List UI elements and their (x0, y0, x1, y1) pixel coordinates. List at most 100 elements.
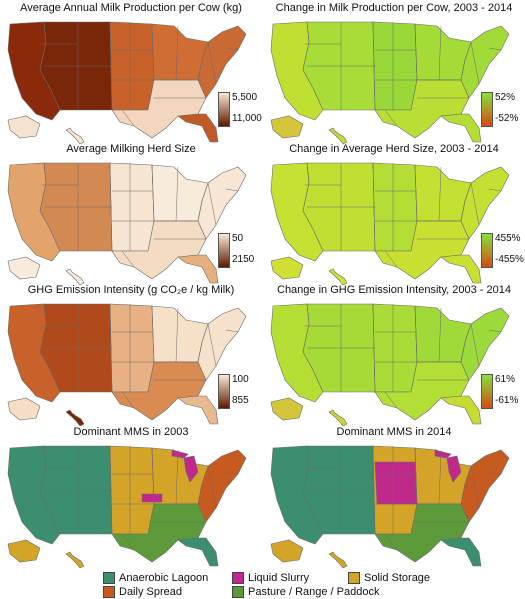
scale-top-label: 100 (232, 374, 249, 385)
state-border (414, 447, 418, 505)
scale-bottom-label: 855 (232, 395, 249, 406)
legend-swatch (232, 572, 244, 584)
region-east (197, 166, 247, 240)
state-border (470, 323, 480, 367)
state-border (207, 182, 217, 226)
state-border (121, 391, 135, 409)
state-border (43, 445, 47, 467)
scale-bottom-label: -61% (495, 395, 519, 406)
legend-label: Pasture / Range / Paddock (248, 586, 380, 598)
state-border (438, 25, 442, 81)
state-border (488, 471, 502, 475)
region-fl (440, 395, 482, 425)
panel-title: Dominant MMS in 2003 (73, 426, 189, 438)
state-border (460, 200, 466, 222)
panel-title: GHG Emission Intensity (g CO₂e / kg Milk… (27, 284, 235, 296)
region-fl (177, 254, 219, 284)
map-panel-mms-2003: Dominant MMS in 2003 (0, 424, 262, 571)
state-border (306, 303, 310, 325)
scale-top-label: 455% (495, 233, 521, 244)
state-border (175, 166, 179, 222)
legend-label: Daily Spread (119, 586, 182, 598)
color-scale-bar (481, 374, 493, 409)
region-east (460, 449, 510, 523)
region-liquid-slurry (434, 449, 452, 459)
state-border (306, 162, 310, 184)
map-panel-ghg-intensity: GHG Emission Intensity (g CO₂e / kg Milk… (0, 282, 262, 429)
region-fl (440, 537, 482, 567)
state-border (197, 59, 203, 81)
map-panel-mms-2014: Dominant MMS in 2014 (263, 424, 525, 571)
region-ak (270, 256, 304, 280)
state-border (121, 533, 135, 551)
state-border (207, 465, 217, 509)
us-map (7, 445, 247, 569)
state-border (414, 23, 418, 81)
state-border (151, 23, 155, 81)
panel-title: Change in Average Herd Size, 2003 - 2014 (289, 143, 499, 155)
state-border (225, 47, 239, 51)
legend-label: Liquid Slurry (248, 572, 310, 584)
region-ak (7, 115, 41, 139)
state-border (460, 483, 466, 505)
mms-legend: Anaerobic Lagoon Liquid Slurry Solid Sto… (0, 570, 525, 599)
us-map (7, 21, 247, 145)
region-fl (440, 254, 482, 284)
state-border (306, 445, 310, 467)
map-panel-change-milk: Change in Milk Production per Cow, 2003 … (263, 0, 525, 147)
state-border (384, 109, 398, 127)
region-fl (440, 113, 482, 143)
scale-top-label: 61% (495, 374, 516, 385)
state-border (384, 533, 398, 551)
region-fl (177, 395, 219, 425)
scale-bottom-label: -52% (495, 113, 519, 124)
state-border (151, 305, 155, 363)
region-liquid-slurry (374, 461, 418, 505)
state-border (121, 109, 135, 127)
region-hi (65, 409, 85, 427)
state-border (414, 305, 418, 363)
state-border (438, 307, 442, 363)
state-border (121, 250, 135, 268)
region-east (460, 25, 510, 99)
legend-item-solid-storage: Solid Storage (348, 572, 430, 584)
region-liquid-slurry (446, 455, 462, 483)
region-east (197, 449, 247, 523)
state-border (197, 341, 203, 363)
state-border (225, 188, 239, 192)
legend-item-pasture: Pasture / Range / Paddock (232, 586, 379, 598)
state-border (384, 391, 398, 409)
state-border (197, 483, 203, 505)
state-border (488, 329, 502, 333)
state-border (470, 41, 480, 85)
legend-swatch (348, 572, 360, 584)
legend-item-liquid-slurry: Liquid Slurry (232, 572, 309, 584)
state-border (470, 182, 480, 226)
region-ak (270, 397, 304, 421)
us-map (270, 445, 510, 569)
state-border (414, 164, 418, 222)
region-hi (328, 551, 348, 569)
region-hi (65, 127, 85, 145)
state-border (43, 162, 47, 184)
scale-bottom-label: 2150 (232, 254, 255, 265)
state-border (207, 41, 217, 85)
us-map (270, 21, 510, 145)
region-hi (65, 551, 85, 569)
region-ak (270, 539, 304, 563)
state-border (225, 471, 239, 475)
region-hi (65, 268, 85, 286)
panel-title: Change in GHG Emission Intensity, 2003 -… (277, 284, 511, 296)
color-scale-bar (218, 92, 230, 127)
legend-item-daily-spread: Daily Spread (103, 586, 182, 598)
region-east (460, 166, 510, 240)
region-plains (372, 303, 418, 393)
legend-swatch (103, 586, 115, 598)
scale-top-label: 5,500 (232, 92, 258, 103)
color-scale-bar (218, 374, 230, 409)
panel-title: Change in Milk Production per Cow, 2003 … (275, 2, 513, 14)
state-border (151, 164, 155, 222)
state-border (197, 200, 203, 222)
us-map (7, 303, 247, 427)
state-border (225, 329, 239, 333)
